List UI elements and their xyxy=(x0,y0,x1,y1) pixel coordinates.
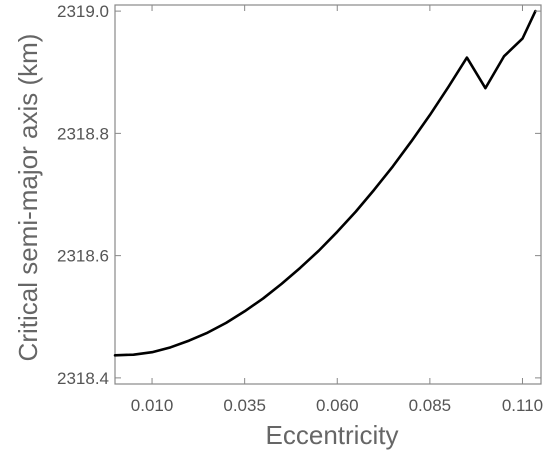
x-tick-label: 0.010 xyxy=(131,396,174,415)
y-tick-label: 2319.0 xyxy=(57,2,109,21)
x-tick-label: 0.085 xyxy=(409,396,452,415)
y-tick-label: 2318.4 xyxy=(57,369,109,388)
x-tick-label: 0.110 xyxy=(502,396,543,415)
ticks xyxy=(115,5,541,384)
x-tick-label: 0.060 xyxy=(316,396,359,415)
plot-frame xyxy=(114,4,542,385)
y-axis-title: Critical semi-major axis (km) xyxy=(13,34,43,362)
y-tick-label: 2318.6 xyxy=(57,247,109,266)
tick-labels: 0.010 0.035 0.060 0.085 0.110 2318.4 2318.6 231… xyxy=(57,2,543,415)
x-axis-title: Eccentricity xyxy=(266,420,399,450)
series-line xyxy=(113,9,537,357)
plot-area xyxy=(113,4,542,385)
x-tick-label: 0.035 xyxy=(223,396,266,415)
y-tick-label: 2318.8 xyxy=(57,124,109,143)
